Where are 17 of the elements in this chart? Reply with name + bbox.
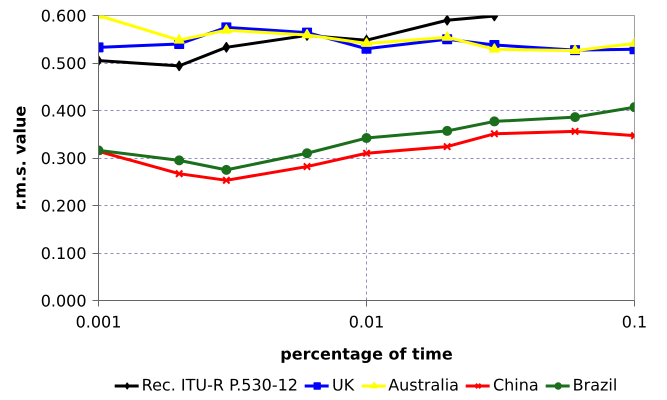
y-axis-title: r.m.s. value	[10, 106, 30, 210]
y-tick-label: 0.600	[40, 6, 87, 26]
x-axis-title: percentage of time	[280, 344, 453, 364]
y-tick-label: 0.100	[40, 244, 87, 263]
y-tick-label: 0.400	[40, 102, 87, 120]
y-tick-label: 0.300	[40, 149, 87, 168]
legend-label: Rec. ITU-R P.530-12	[142, 376, 298, 394]
y-tick-label: 0.200	[40, 196, 87, 216]
legend-label: Brazil	[572, 376, 618, 394]
x-tick-label: 0.01	[348, 312, 384, 332]
y-tick-label: 0.000	[40, 292, 87, 310]
legend-label: Australia	[388, 376, 459, 394]
x-tick-label: 0.001	[76, 312, 122, 332]
legend-label: UK	[332, 376, 354, 394]
x-tick-label: 0.1	[622, 312, 648, 332]
legend-label: China	[492, 376, 539, 394]
y-tick-label: 0.500	[40, 54, 87, 73]
